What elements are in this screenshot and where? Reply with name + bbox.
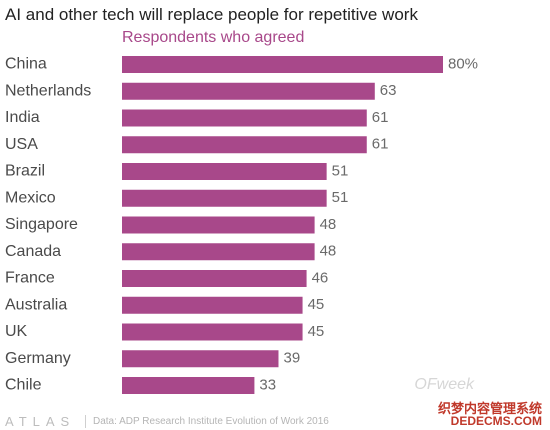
watermark-brand: OFweek — [414, 376, 474, 393]
bar — [122, 270, 307, 287]
data-label: 61 — [372, 109, 389, 126]
category-label: Chile — [5, 377, 42, 394]
bar — [122, 323, 303, 341]
category-label: Netherlands — [5, 82, 91, 99]
data-label: 48 — [320, 243, 337, 260]
category-label: Canada — [5, 243, 61, 260]
bar — [122, 136, 367, 154]
data-label: 45 — [308, 323, 325, 340]
atlas-logo: ATLAS — [5, 414, 76, 429]
category-label: India — [5, 109, 40, 126]
data-label: 46 — [312, 269, 329, 286]
chart-subtitle: Respondents who agreed — [122, 29, 305, 46]
category-label: France — [5, 270, 55, 287]
bar — [122, 109, 367, 127]
bars-layer: China 80% Netherlands 63 India 61 USA 61 Brazil 5… — [5, 55, 478, 394]
data-label: 61 — [372, 136, 389, 153]
data-label: 80% — [448, 55, 478, 72]
footer-divider — [85, 415, 86, 428]
watermark: OFweek 织梦内容管理系统 DEDECMS.COM — [384, 374, 544, 430]
bar — [122, 189, 327, 207]
watermark-text-cn: 织梦内容管理系统 — [437, 401, 542, 416]
bar — [122, 56, 443, 73]
data-label: 48 — [320, 216, 337, 233]
bar — [122, 243, 315, 261]
data-label: 63 — [380, 82, 397, 99]
bar-chart: China 80% Netherlands 63 India 61 USA 61 Brazil 5… — [5, 55, 478, 394]
data-label: 51 — [332, 162, 349, 179]
bar — [122, 377, 255, 394]
bar — [122, 163, 327, 180]
bar — [122, 350, 279, 368]
category-label: UK — [5, 323, 28, 340]
bar — [122, 216, 315, 234]
source-note: Data: ADP Research Institute Evolution o… — [93, 416, 329, 427]
watermark-text-domain: DEDECMS.COM — [450, 414, 542, 428]
category-label: USA — [5, 136, 38, 153]
data-label: 33 — [259, 376, 276, 393]
data-label: 39 — [283, 350, 300, 367]
category-label: Germany — [5, 350, 71, 367]
category-label: Brazil — [5, 163, 45, 180]
bar — [122, 82, 375, 100]
category-label: Mexico — [5, 189, 56, 206]
data-label: 45 — [308, 296, 325, 313]
data-label: 51 — [332, 189, 349, 206]
bar — [122, 296, 303, 314]
chart-title: AI and other tech will replace people fo… — [5, 5, 418, 24]
category-label: Australia — [5, 296, 67, 313]
category-label: Singapore — [5, 216, 78, 233]
category-label: China — [5, 56, 47, 73]
chart-footer: ATLAS Data: ADP Research Institute Evolu… — [5, 414, 550, 430]
